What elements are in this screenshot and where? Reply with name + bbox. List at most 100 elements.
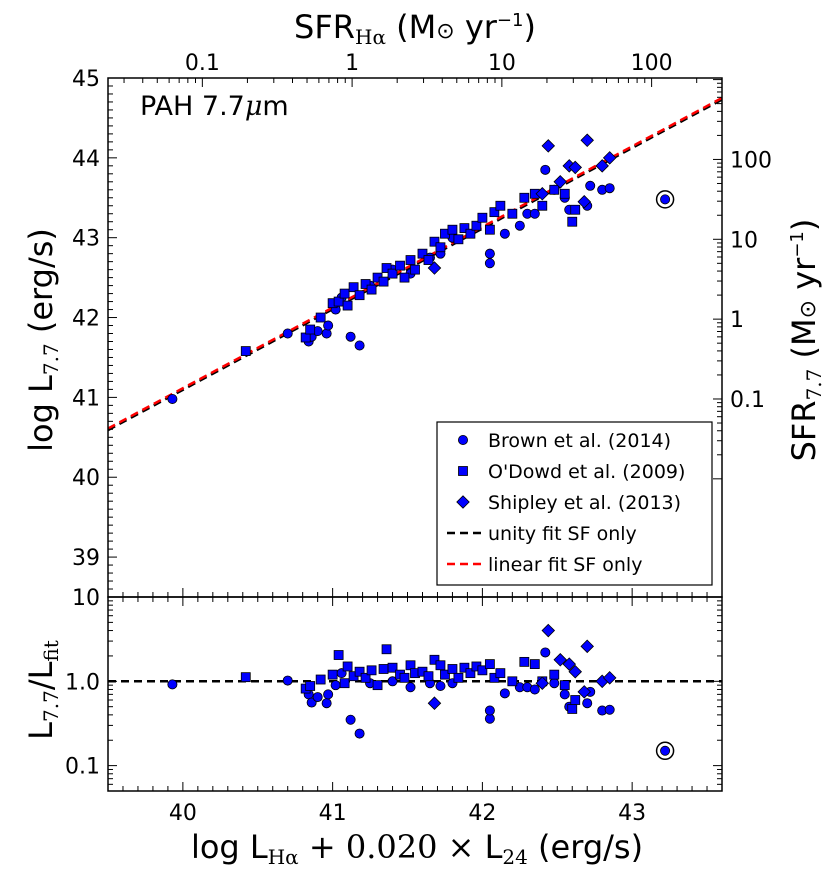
main-point-diamond	[553, 175, 568, 189]
residual-point-square	[387, 662, 398, 673]
residual-point-diamond	[541, 623, 556, 638]
main-point-square	[348, 282, 359, 293]
top-tick-label: 1	[345, 51, 359, 76]
residual-frame	[107, 596, 723, 792]
main-point-square	[366, 284, 377, 295]
main-point-square	[381, 263, 392, 273]
main-point-diamond	[602, 151, 617, 165]
residual-point-circle	[345, 714, 356, 725]
x-tick-label: 43	[618, 801, 646, 826]
residual-y-tick-label: 1.0	[65, 670, 100, 695]
residual-point-circle	[484, 705, 495, 716]
y-tick-label: 41	[72, 386, 100, 411]
legend-label: unity fit SF only	[488, 523, 637, 545]
main-point-diamond	[577, 194, 591, 209]
main-point-square	[240, 346, 251, 356]
residual-point-circle	[549, 678, 560, 689]
main-point-square	[477, 212, 488, 223]
main-point-circle	[529, 208, 540, 219]
residual-point-square	[305, 681, 316, 691]
y-tick-label: 40	[72, 466, 100, 491]
x-tick-label: 41	[319, 801, 347, 826]
residual-point-diamond	[580, 639, 594, 654]
residual-point-diamond	[568, 664, 583, 679]
residual-point-square	[484, 659, 495, 670]
main-point-square	[567, 216, 578, 227]
main-point-square	[459, 223, 470, 234]
main-point-square	[435, 242, 446, 253]
residual-point-square	[378, 664, 389, 674]
legend-marker-diamond	[456, 495, 470, 509]
residual-point-circle	[660, 745, 671, 756]
main-point-square	[410, 264, 420, 275]
residual-point-diamond	[535, 676, 550, 690]
legend-marker-square	[458, 466, 468, 476]
residual-point-square	[240, 672, 251, 683]
main-point-square	[519, 192, 530, 203]
pah-annotation: PAH 7.7μm	[140, 91, 289, 122]
residual-y-tick-label: 0.1	[65, 755, 100, 780]
main-point-diamond	[541, 139, 556, 153]
residual-y-axis-label: L7.7/Lfit	[22, 640, 63, 740]
residual-point-diamond	[577, 685, 591, 699]
residual-point-square	[342, 661, 353, 672]
residual-point-square	[440, 669, 450, 680]
main-point-circle	[499, 228, 510, 239]
residual-point-circle	[604, 704, 615, 715]
main-point-square	[423, 255, 434, 265]
main-point-square	[559, 188, 570, 199]
y-tick-label: 42	[72, 307, 100, 332]
residual-point-circle	[387, 676, 398, 687]
main-point-square	[537, 200, 548, 211]
main-point-circle	[484, 248, 495, 259]
right-tick-label: 10	[730, 228, 758, 253]
residual-point-circle	[529, 684, 540, 695]
residual-point-square	[495, 668, 506, 679]
residual-point-circle	[321, 698, 332, 709]
residual-point-diamond	[602, 671, 617, 685]
main-point-square	[339, 288, 350, 299]
residual-point-square	[366, 665, 377, 676]
right-axis-title: SFR7.7 (M⊙ yr−1)	[785, 219, 826, 462]
residual-point-square	[423, 671, 434, 682]
residual-point-circle	[405, 682, 416, 693]
main-y-axis-label: log L7.7 (erg/s)	[22, 228, 63, 452]
main-point-square	[453, 234, 464, 245]
residual-point-square	[567, 704, 578, 714]
residual-point-square	[559, 680, 570, 691]
residual-point-circle	[582, 698, 593, 709]
residual-point-circle	[330, 680, 341, 691]
main-point-circle	[514, 220, 525, 231]
main-point-diamond	[535, 187, 550, 201]
legend-label: Brown et al. (2014)	[488, 430, 671, 452]
residual-point-square	[507, 676, 518, 687]
main-point-square	[471, 220, 482, 231]
residual-point-square	[447, 664, 458, 674]
top-axis-title: SFRHα (M⊙ yr−1)	[294, 8, 536, 49]
legend: Brown et al. (2014) O'Dowd et al. (2009) S…	[436, 421, 713, 586]
main-point-square	[405, 255, 416, 265]
main-point-circle	[323, 320, 334, 331]
main-point-circle	[345, 331, 356, 342]
legend-label: O'Dowd et al. (2009)	[488, 461, 685, 483]
main-point-square	[489, 207, 500, 218]
residual-point-square	[477, 665, 488, 676]
main-point-square	[399, 272, 410, 283]
x-axis-label: log LHα + 0.020 × L24 (erg/s)	[191, 828, 643, 869]
y-tick-label: 43	[72, 227, 100, 252]
main-point-square	[507, 208, 518, 219]
main-point-circle	[354, 340, 365, 351]
main-point-diamond	[568, 160, 583, 175]
residual-point-circle	[312, 692, 323, 703]
main-point-square	[305, 324, 316, 335]
legend-box	[436, 421, 713, 586]
main-point-square	[395, 260, 405, 271]
main-point-square	[429, 236, 440, 247]
main-point-diamond	[427, 261, 442, 275]
main-point-circle	[167, 393, 178, 404]
main-point-square	[570, 204, 581, 215]
main-point-square	[354, 290, 365, 301]
main-point-square	[360, 279, 371, 289]
main-point-square	[484, 224, 495, 235]
